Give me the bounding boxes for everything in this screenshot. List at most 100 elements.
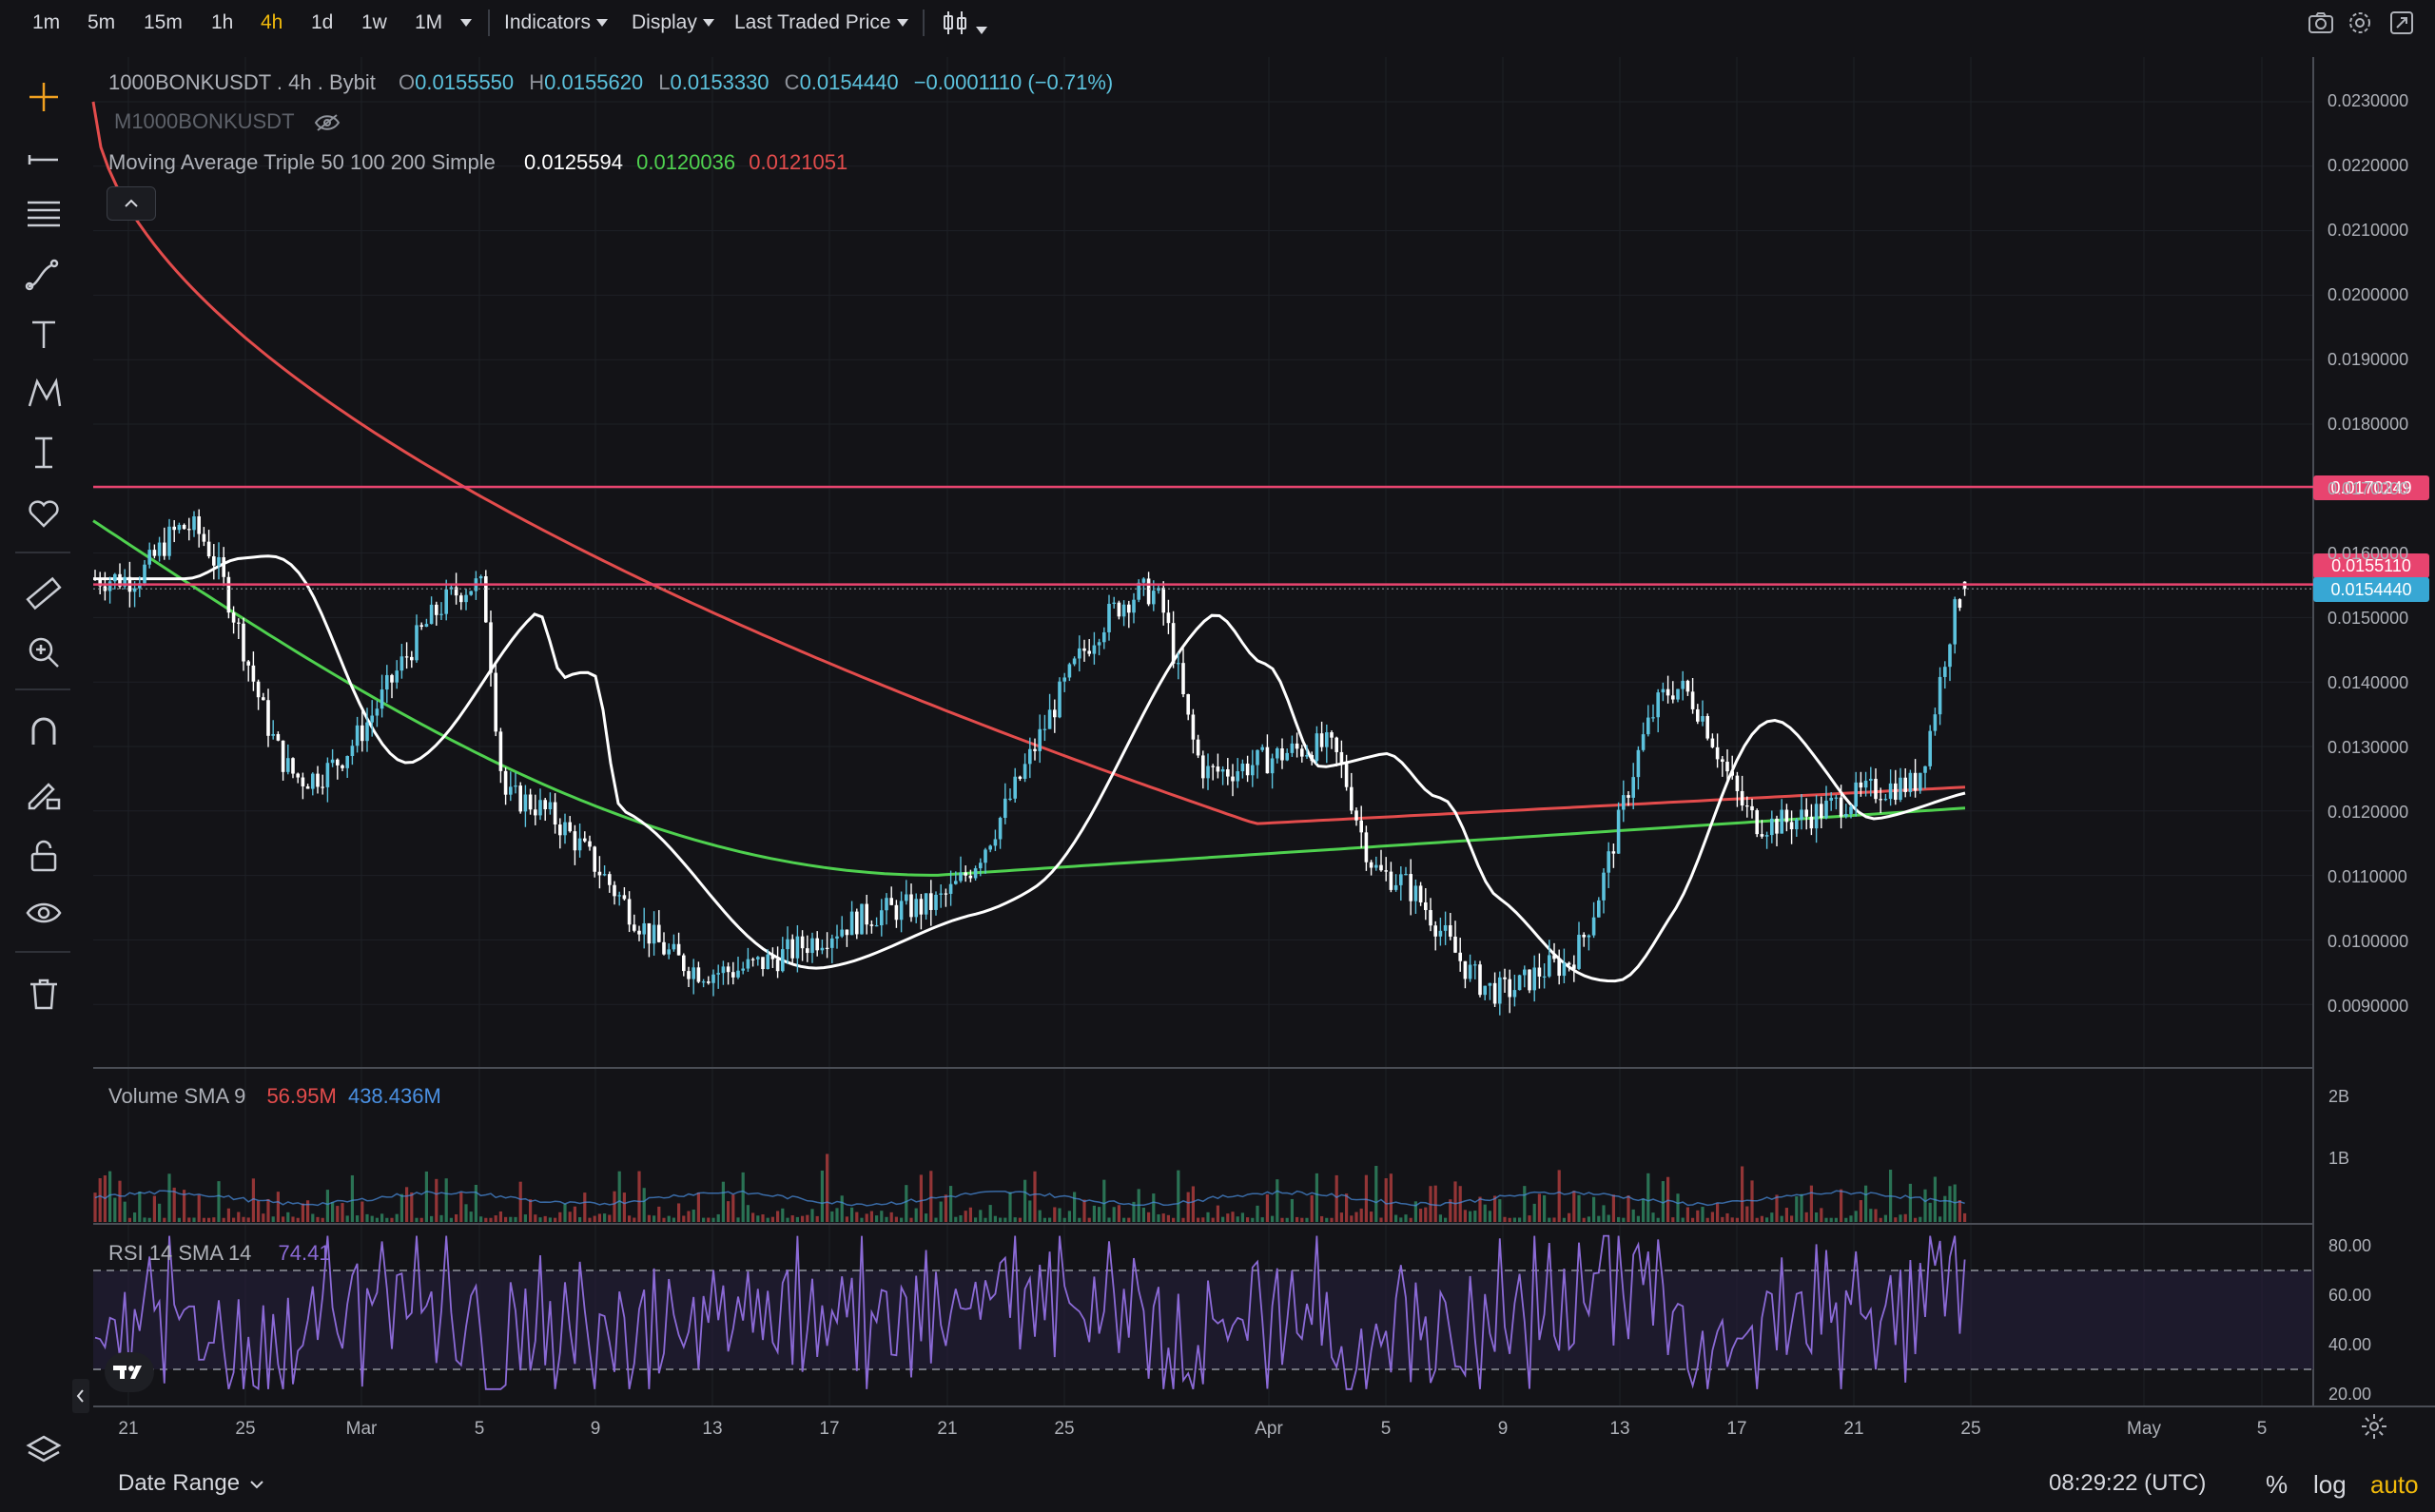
time-axis-label: 9 (590, 1419, 601, 1439)
volume-bar (138, 1191, 142, 1222)
hidden-eye-icon[interactable] (313, 112, 341, 133)
candle-body (489, 622, 493, 673)
volume-bar (781, 1208, 785, 1222)
volume-bar (266, 1198, 270, 1222)
more-timeframes-caret[interactable] (455, 11, 472, 34)
candle-body (1424, 901, 1428, 911)
display-button[interactable]: Display (632, 11, 714, 34)
candle-body (1171, 623, 1176, 664)
volume-bar (1152, 1193, 1156, 1222)
unlock-tool[interactable] (21, 833, 67, 879)
timeframe-1h[interactable]: 1h (211, 11, 234, 33)
candle-body (1206, 766, 1210, 779)
brush-tool[interactable] (21, 251, 67, 297)
favorites-tool[interactable] (21, 491, 67, 536)
candle-body (1393, 884, 1398, 890)
chart-type-button[interactable] (942, 10, 987, 42)
volume-bar (1795, 1196, 1799, 1222)
volume-bar (633, 1217, 636, 1222)
volume-bar (736, 1217, 740, 1222)
volume-bar (1780, 1215, 1783, 1222)
candle-body (756, 957, 760, 960)
timeframe-4h[interactable]: 4h (261, 11, 283, 33)
candle-body (1256, 749, 1259, 766)
volume-bar (509, 1216, 513, 1222)
volume-bar (653, 1215, 656, 1222)
fullscreen-icon[interactable] (2389, 10, 2414, 40)
layers-tool[interactable] (21, 1428, 67, 1474)
indicators-button[interactable]: Indicators (504, 11, 609, 34)
candle-body (865, 903, 868, 925)
volume-bar (1676, 1193, 1680, 1222)
measure-tool[interactable] (21, 430, 67, 475)
pattern-tool[interactable] (21, 371, 67, 417)
text-tool[interactable] (21, 312, 67, 358)
volume-bar (1038, 1210, 1042, 1222)
candle-body (143, 564, 146, 584)
ma-label[interactable]: Moving Average Triple 50 100 200 Simple (108, 150, 496, 174)
delete-tool[interactable] (21, 972, 67, 1018)
auto-scale-toggle[interactable]: auto (2370, 1470, 2419, 1499)
candle-body (1325, 732, 1329, 747)
candle-body (1276, 748, 1279, 759)
volume-bar (1166, 1214, 1170, 1222)
volume-bar (1117, 1205, 1120, 1222)
timeframe-1m[interactable]: 1m (32, 11, 61, 33)
volume-bar (1864, 1185, 1868, 1222)
timeframe-15m[interactable]: 15m (144, 11, 183, 33)
ruler-tool[interactable] (21, 571, 67, 616)
candle-body (1146, 578, 1151, 605)
candle-body (1211, 766, 1215, 767)
volume-bar (1943, 1195, 1947, 1222)
axis-settings-icon[interactable] (2359, 1411, 2389, 1446)
utc-clock[interactable]: 08:29:22 (UTC) (2049, 1470, 2207, 1496)
candle-body (1721, 759, 1724, 763)
volume-bar (1721, 1216, 1724, 1222)
volume-bar (1122, 1217, 1126, 1222)
crosshair-tool[interactable] (21, 74, 67, 120)
candle-body (1492, 982, 1497, 1004)
candle-body (325, 763, 330, 787)
price-axis-label: 0.0130000 (2328, 738, 2409, 757)
candle-body (534, 809, 537, 816)
tradingview-logo[interactable] (105, 1352, 154, 1392)
date-range-dropdown[interactable]: Date Range (118, 1470, 266, 1497)
volume-bar (98, 1177, 102, 1222)
volume-label[interactable]: Volume SMA 9 (108, 1084, 246, 1108)
candle-body (676, 943, 681, 956)
timeframe-1M[interactable]: 1M (415, 11, 443, 33)
visibility-tool[interactable] (21, 890, 67, 936)
magnet-tool[interactable] (21, 709, 67, 755)
settings-icon[interactable] (2347, 10, 2372, 40)
trend-line-tool[interactable] (21, 133, 67, 179)
lock-drawing-tool[interactable] (21, 770, 67, 816)
volume-bar (523, 1214, 527, 1222)
symbol-name[interactable]: 1000BONKUSDT (108, 70, 271, 94)
volume-bar (1775, 1194, 1779, 1222)
candle-body (593, 846, 596, 872)
log-scale-toggle[interactable]: log (2313, 1470, 2347, 1499)
rsi-label[interactable]: RSI 14 SMA 14 (108, 1241, 252, 1265)
volume-bar (889, 1212, 893, 1222)
timeframe-5m[interactable]: 5m (88, 11, 116, 33)
candle-body (1750, 805, 1754, 811)
price-source-dropdown[interactable]: Last Traded Price (734, 11, 908, 34)
timeframe-1w[interactable]: 1w (361, 11, 387, 33)
timeframe-1d[interactable]: 1d (311, 11, 334, 33)
candle-body (1820, 804, 1823, 819)
percent-scale-toggle[interactable]: % (2266, 1470, 2289, 1499)
zoom-in-tool[interactable] (21, 630, 67, 675)
candle-body (167, 526, 171, 556)
volume-bar (1716, 1203, 1720, 1222)
candle-body (360, 725, 364, 742)
horizontal-lines-tool[interactable] (21, 190, 67, 236)
volume-bar (593, 1215, 596, 1222)
candle-body (192, 515, 196, 531)
camera-icon[interactable] (2308, 11, 2334, 39)
candle-body (494, 672, 497, 732)
panel-collapse-button[interactable] (72, 1379, 89, 1413)
volume-bar (770, 1216, 774, 1222)
collapse-legend-button[interactable] (107, 186, 156, 221)
candle-body (1894, 783, 1898, 801)
